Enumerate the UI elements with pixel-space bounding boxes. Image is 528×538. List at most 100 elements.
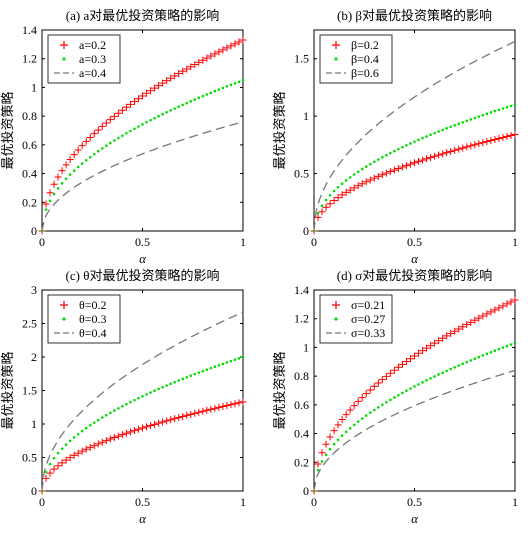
series-point-plus: [50, 180, 58, 188]
series-point-dot: [76, 165, 80, 169]
series-point-plus: [187, 63, 195, 71]
series-point-plus: [459, 323, 467, 331]
series-point-dot: [153, 116, 156, 120]
series-point-plus: [151, 84, 159, 92]
series-point-dot: [217, 88, 221, 91]
series-point-dot: [320, 460, 324, 463]
series-line-dashed: [313, 40, 516, 232]
series-point-plus: [199, 407, 207, 415]
series-point-plus: [151, 420, 159, 428]
series-point-plus: [219, 46, 227, 54]
legend-box: [319, 294, 393, 344]
series-point-dot: [405, 144, 408, 147]
series-point-dot: [197, 96, 201, 100]
series-point-dot: [229, 359, 233, 363]
series-point-dot: [193, 98, 197, 101]
series-point-plus: [479, 139, 487, 147]
series-point-plus: [427, 342, 435, 350]
series-point-plus: [427, 154, 435, 162]
legend-label: β=0.4: [351, 52, 379, 66]
legend-label: β=0.6: [351, 66, 379, 80]
series-point-plus: [503, 132, 511, 140]
series-point-dot: [229, 83, 233, 87]
series-point-dot: [385, 400, 388, 404]
chart-title: (d) σ对最优投资策略的影响: [337, 268, 492, 283]
series-point-dot: [173, 380, 176, 384]
legend: a=0.2a=0.3a=0.4: [47, 34, 121, 84]
series-point-plus: [374, 172, 382, 180]
series-point-plus: [58, 459, 66, 467]
series-point-dot: [109, 141, 112, 145]
series-point-plus: [499, 133, 507, 141]
series-point-dot: [92, 152, 96, 156]
series-point-plus: [330, 196, 338, 204]
series-point-plus: [511, 296, 519, 304]
series-point-plus: [126, 428, 134, 436]
chart-title: (c) θ对最优投资策略的影响: [66, 268, 220, 283]
series-1: [38, 398, 247, 495]
series-1: [310, 296, 519, 495]
series-point-dot: [477, 355, 481, 359]
series-point-plus: [62, 161, 70, 169]
series-point-plus: [455, 145, 463, 153]
series-point-dot: [141, 123, 144, 126]
series-point-plus: [179, 67, 187, 75]
series-point-dot: [197, 371, 201, 374]
series-point-dot: [52, 192, 56, 196]
series-point-plus: [398, 360, 406, 368]
series-point-dot: [96, 418, 100, 422]
y-axis-label: 最优投资策略: [0, 351, 15, 429]
series-point-dot: [117, 407, 120, 410]
series-point-dot: [201, 369, 205, 373]
series-point-dot: [461, 121, 465, 124]
series-point-dot: [101, 147, 104, 150]
series-point-dot: [457, 364, 461, 367]
series-point-plus: [235, 38, 243, 46]
series-point-dot: [413, 385, 416, 388]
series-point-plus: [102, 119, 110, 127]
series-point-plus: [354, 397, 362, 405]
series-point-plus: [314, 213, 322, 221]
series-point-plus: [411, 352, 418, 360]
series-point-dot: [133, 127, 136, 131]
series-point-plus: [415, 349, 423, 357]
series-point-dot: [217, 363, 221, 367]
series-point-plus: [90, 442, 98, 450]
series-point-dot: [80, 162, 84, 165]
series-point-dot: [513, 103, 517, 106]
series-point-dot: [453, 123, 457, 127]
series-point-dot: [352, 173, 356, 176]
series-point-plus: [114, 109, 122, 117]
series-point-dot: [348, 426, 352, 430]
series-2: [40, 78, 245, 233]
series-point-dot: [233, 358, 237, 362]
series-point-plus: [167, 416, 175, 424]
series-point-dot: [44, 470, 48, 474]
series-point-dot: [113, 139, 116, 142]
series-point-plus: [227, 401, 235, 409]
series-point-plus: [78, 447, 86, 455]
series-point-dot: [368, 162, 372, 166]
series-point-plus: [322, 203, 330, 211]
series-point-plus: [423, 155, 431, 163]
series-point-plus: [507, 131, 515, 139]
series-point-dot: [233, 81, 237, 85]
series-point-dot: [441, 128, 444, 132]
series-point-plus: [435, 151, 443, 159]
series-point-dot: [189, 100, 193, 103]
series-point-plus: [463, 321, 471, 329]
series-point-dot: [413, 140, 416, 143]
series-point-dot: [72, 436, 76, 439]
series-point-dot: [389, 151, 392, 155]
series-point-dot: [473, 357, 477, 361]
series-point-plus: [503, 300, 511, 308]
legend-label: θ=0.2: [79, 298, 107, 312]
y-tick-label: 1.5: [22, 384, 37, 398]
series-point-plus: [66, 454, 74, 462]
series-point-plus: [134, 95, 142, 103]
series-point-dot: [320, 204, 324, 208]
y-tick-label: 0: [31, 224, 37, 238]
series-line-dashed: [41, 311, 244, 492]
series-point-dot: [437, 130, 440, 133]
series-point-dot: [129, 129, 132, 133]
